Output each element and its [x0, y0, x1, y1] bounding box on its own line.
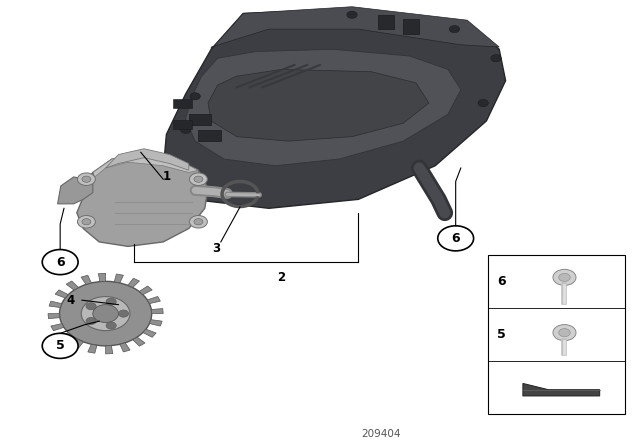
- Polygon shape: [139, 286, 152, 295]
- Circle shape: [86, 303, 96, 310]
- Circle shape: [82, 219, 91, 225]
- Circle shape: [559, 329, 570, 337]
- Text: 6: 6: [497, 276, 506, 289]
- Circle shape: [478, 99, 488, 107]
- Circle shape: [189, 215, 207, 228]
- Polygon shape: [149, 319, 162, 326]
- Bar: [378, 15, 394, 29]
- Bar: [198, 130, 221, 141]
- Polygon shape: [93, 155, 198, 177]
- Circle shape: [82, 176, 91, 182]
- Polygon shape: [99, 273, 106, 282]
- Text: 4: 4: [67, 293, 74, 307]
- Polygon shape: [106, 345, 113, 354]
- Text: 1: 1: [163, 170, 170, 184]
- Text: 209404: 209404: [361, 429, 401, 439]
- Bar: [173, 120, 192, 129]
- Circle shape: [77, 215, 95, 228]
- Polygon shape: [132, 337, 145, 346]
- Circle shape: [553, 324, 576, 341]
- Polygon shape: [58, 172, 93, 204]
- Text: 3: 3: [212, 242, 220, 255]
- Circle shape: [106, 298, 116, 305]
- Polygon shape: [81, 275, 92, 284]
- Polygon shape: [106, 149, 189, 170]
- Text: 5: 5: [497, 328, 506, 341]
- Polygon shape: [77, 155, 208, 246]
- Text: 6: 6: [56, 255, 65, 269]
- Circle shape: [42, 333, 78, 358]
- Polygon shape: [163, 9, 506, 208]
- Text: 5: 5: [56, 339, 65, 353]
- Circle shape: [77, 173, 95, 185]
- Text: 2: 2: [278, 271, 285, 284]
- Polygon shape: [49, 301, 62, 308]
- Circle shape: [347, 11, 357, 18]
- Polygon shape: [88, 344, 97, 353]
- Polygon shape: [147, 297, 161, 304]
- Circle shape: [93, 305, 118, 323]
- Polygon shape: [66, 281, 79, 290]
- Circle shape: [86, 317, 96, 324]
- Circle shape: [81, 297, 130, 331]
- Circle shape: [194, 176, 203, 182]
- Text: 6: 6: [451, 232, 460, 245]
- Polygon shape: [120, 343, 130, 352]
- Circle shape: [559, 273, 570, 281]
- Polygon shape: [114, 274, 124, 283]
- Polygon shape: [208, 69, 429, 141]
- Circle shape: [42, 250, 78, 275]
- Polygon shape: [55, 290, 68, 298]
- Polygon shape: [211, 7, 499, 49]
- Polygon shape: [128, 278, 140, 288]
- Polygon shape: [143, 329, 156, 337]
- Circle shape: [194, 219, 203, 225]
- Circle shape: [449, 26, 460, 33]
- Circle shape: [180, 126, 191, 134]
- Polygon shape: [59, 332, 72, 341]
- Circle shape: [106, 322, 116, 329]
- Circle shape: [553, 269, 576, 285]
- Circle shape: [190, 93, 200, 100]
- Polygon shape: [51, 323, 64, 331]
- Polygon shape: [48, 314, 60, 319]
- Polygon shape: [523, 383, 600, 396]
- Bar: [488, 255, 625, 414]
- Circle shape: [118, 310, 129, 317]
- Circle shape: [60, 281, 152, 346]
- Circle shape: [189, 173, 207, 185]
- Polygon shape: [72, 340, 83, 349]
- Circle shape: [438, 226, 474, 251]
- Bar: [189, 114, 211, 125]
- Polygon shape: [151, 309, 163, 314]
- Bar: [403, 19, 419, 34]
- Bar: [173, 99, 192, 108]
- Circle shape: [491, 55, 501, 62]
- Polygon shape: [186, 49, 461, 166]
